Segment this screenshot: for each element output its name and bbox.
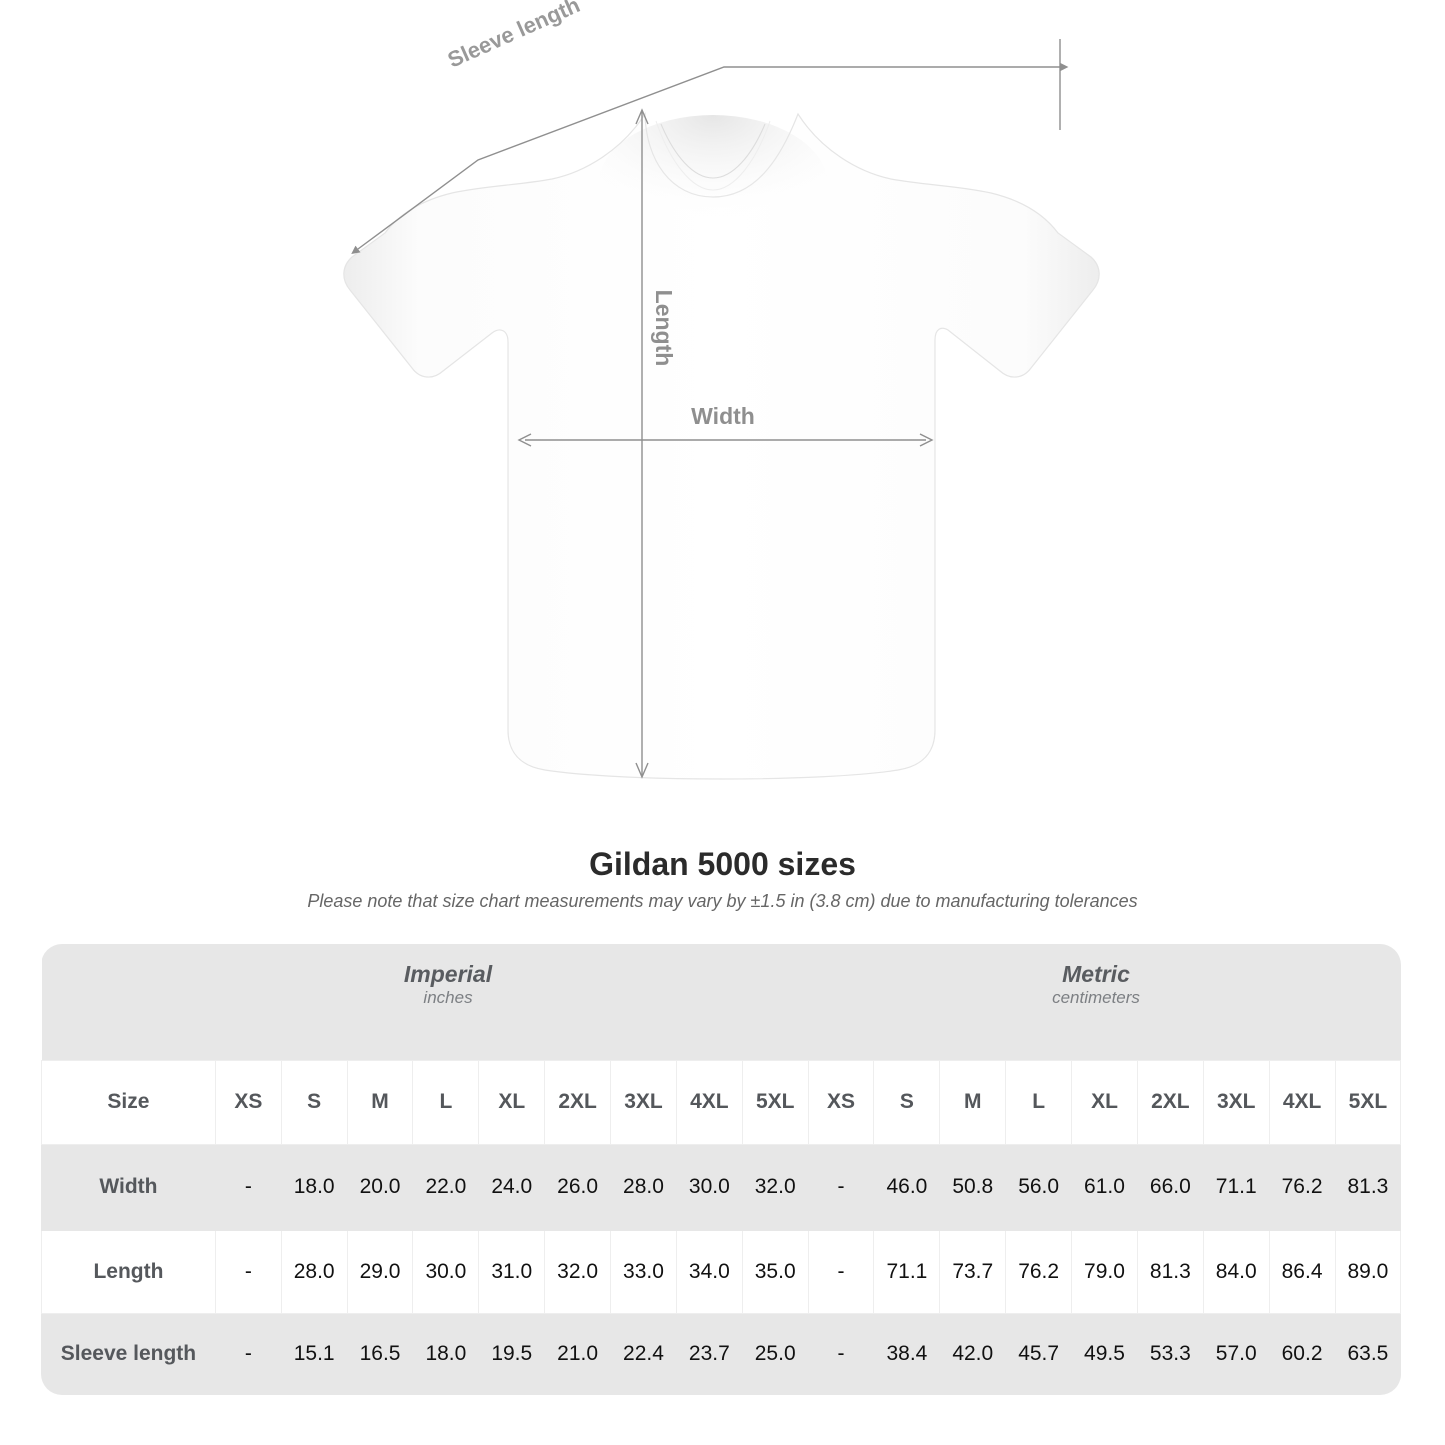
svg-text:Length: Length: [651, 290, 677, 367]
svg-text:Width: Width: [691, 403, 755, 429]
svg-text:Sleeve length: Sleeve length: [444, 0, 584, 73]
